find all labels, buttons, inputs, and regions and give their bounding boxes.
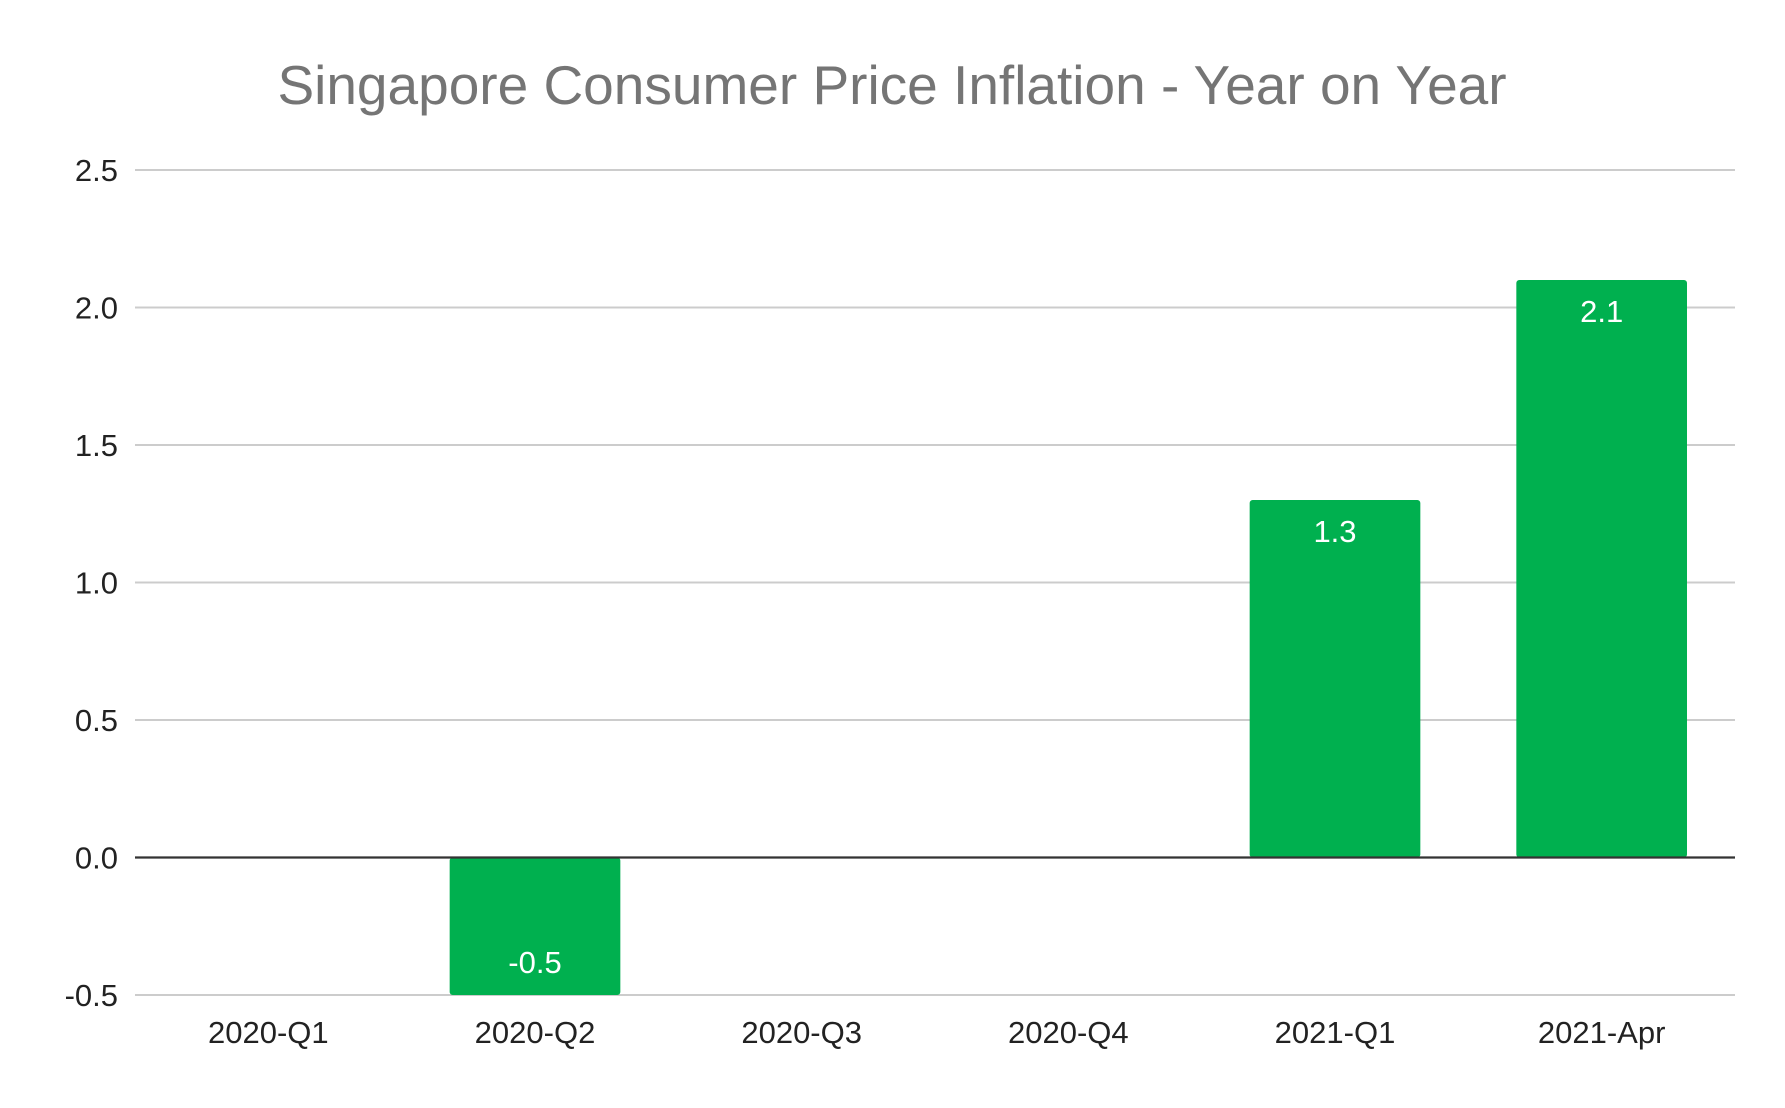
y-tick-label: 0.0 xyxy=(75,841,118,876)
y-tick-label: 2.0 xyxy=(75,291,118,326)
y-tick-label: 1.0 xyxy=(75,566,118,601)
y-axis-ticks: 2.5 2.0 1.5 1.0 0.5 0.0 -0.5 xyxy=(65,153,118,1013)
y-tick-label: 0.5 xyxy=(75,703,118,738)
bar-2020-q2 xyxy=(449,857,621,995)
data-label: 2.1 xyxy=(1580,294,1623,329)
x-tick-label: 2021-Q1 xyxy=(1275,1015,1396,1050)
data-label: 1.3 xyxy=(1313,514,1356,549)
x-tick-label: 2020-Q4 xyxy=(1008,1015,1129,1050)
bar-2021-q1 xyxy=(1249,500,1421,858)
y-tick-label: 2.5 xyxy=(75,153,118,188)
y-tick-label: 1.5 xyxy=(75,428,118,463)
data-label: -0.5 xyxy=(508,945,561,980)
chart-title: Singapore Consumer Price Inflation - Yea… xyxy=(277,54,1506,116)
x-tick-label: 2020-Q1 xyxy=(208,1015,329,1050)
x-tick-label: 2020-Q3 xyxy=(741,1015,862,1050)
x-tick-label: 2020-Q2 xyxy=(475,1015,596,1050)
data-labels: -0.5 1.3 2.1 xyxy=(508,294,1623,980)
x-axis-ticks: 2020-Q1 2020-Q2 2020-Q3 2020-Q4 2021-Q1 2021-… xyxy=(208,1015,1665,1050)
bar-2021-apr xyxy=(1516,280,1687,858)
x-tick-label: 2021-Apr xyxy=(1538,1015,1666,1050)
gridlines xyxy=(135,169,1735,996)
bars xyxy=(449,280,1687,995)
y-tick-label: -0.5 xyxy=(65,978,118,1013)
